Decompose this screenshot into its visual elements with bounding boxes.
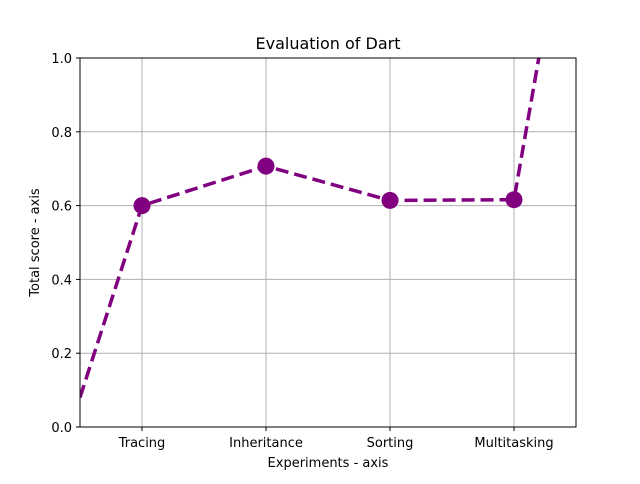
data-point [381,191,399,209]
x-tick-label: Multitasking [474,436,553,451]
y-tick-label: 0.8 [51,126,72,141]
chart-title: Evaluation of Dart [256,34,401,53]
x-axis-label: Experiments - axis [268,456,389,471]
y-axis-label: Total score - axis [28,188,43,298]
y-tick-label: 0.6 [51,200,72,215]
plot-area-frame [79,57,577,428]
y-tick-label: 0.0 [51,421,72,436]
y-tick-label: 0.2 [51,347,72,362]
x-tick-label: Sorting [367,436,414,451]
series-line [80,58,541,399]
y-tick-label: 0.4 [51,273,72,288]
ticks: 0.0 0.2 0.4 0.6 0.8 1.0 Tracing Inheritance Sort… [51,52,553,451]
data-point [257,157,275,175]
x-tick-label: Inheritance [229,436,303,451]
data-point [505,191,523,209]
y-tick-label: 1.0 [51,52,72,67]
x-tick-label: Tracing [118,436,166,451]
data-layer [80,58,541,399]
data-point [133,197,151,215]
grid [80,57,576,428]
